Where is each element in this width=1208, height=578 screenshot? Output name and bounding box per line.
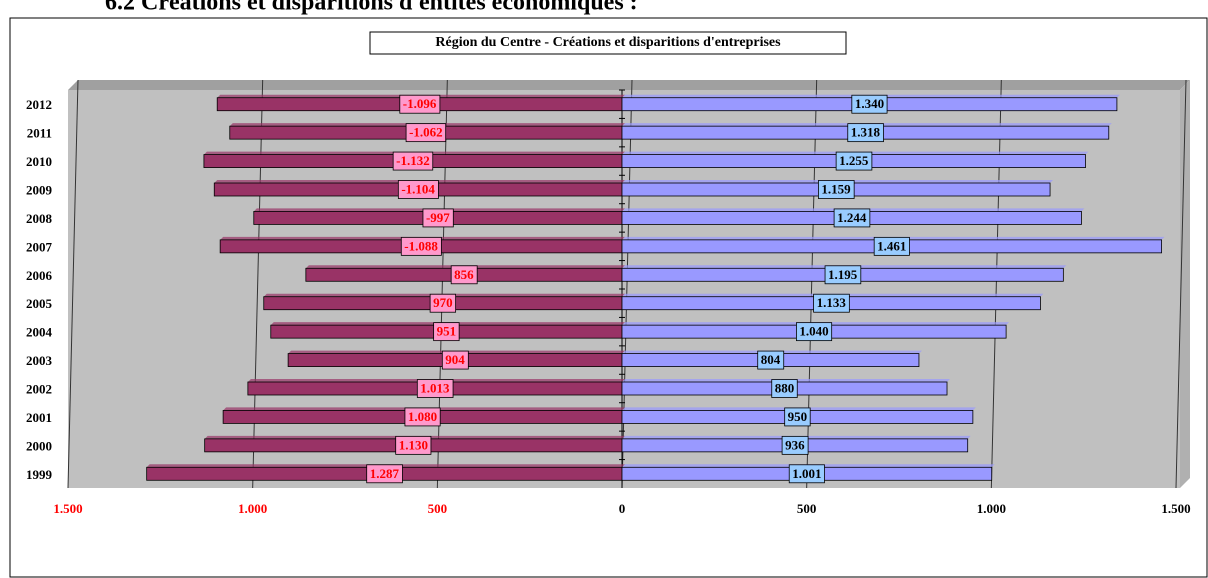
y-tick-label: 2010 [26,154,52,169]
data-label-box [788,464,825,484]
data-label: 1.287 [370,466,400,481]
chart-title: Région du Centre - Créations et disparit… [435,35,781,50]
y-tick-label: 2011 [27,126,52,141]
data-label-box [818,180,855,199]
data-label: 904 [445,352,465,367]
x-tick-label: 0 [619,501,626,516]
data-label-box [450,265,478,285]
data-label-box [784,407,811,427]
data-label: 970 [433,295,453,310]
data-label-box [395,435,432,455]
x-tick-label: 1.000 [238,501,267,516]
y-tick-label: 2006 [26,268,53,283]
y-tick-label: 2000 [26,438,52,453]
data-label: 1.318 [851,125,881,140]
data-label: 1.001 [792,466,821,481]
x-tick-label: 1.000 [977,501,1006,516]
plot-side [1180,80,1190,488]
data-label-box [392,151,434,171]
data-label-box [796,322,833,342]
data-label: 856 [454,267,474,282]
x-tick-label: 500 [428,501,448,516]
data-label: 950 [788,409,808,424]
data-label: -997 [426,210,450,225]
data-label-box [416,379,454,398]
data-label-box [366,464,403,484]
data-label-box [429,293,457,313]
data-label: 1.159 [821,181,851,196]
data-label: -1.062 [409,125,443,140]
y-tick-label: 2002 [26,381,52,396]
data-label-box [835,151,873,171]
y-tick-label: 1999 [26,467,53,482]
data-label-box [873,236,910,256]
plot-top [68,80,1190,90]
data-label: 951 [437,324,457,339]
x-tick-label: 1.500 [1161,501,1190,516]
y-tick-label: 2012 [26,97,52,112]
y-tick-label: 2001 [26,410,52,425]
x-tick-label: 1.500 [53,501,82,516]
y-tick-label: 2004 [26,325,53,340]
data-label: 1.461 [877,238,906,253]
x-tick-label: 500 [797,501,817,516]
data-label-box [757,350,785,370]
y-tick-label: 2008 [26,211,53,226]
data-label: 1.133 [817,295,847,310]
y-tick-label: 2003 [26,353,53,368]
grid-line [1175,79,1187,489]
data-label-box [771,379,798,398]
data-label-box [397,180,439,199]
data-label-box [433,322,460,342]
grid-line [990,79,1002,489]
y-tick-label: 2007 [26,239,53,254]
data-label-box [813,293,850,313]
data-label: 1.130 [399,437,428,452]
data-label: 1.244 [837,210,867,225]
data-label: 1.340 [855,96,884,111]
page-heading: 6.2 Créations et disparitions d'entités … [105,0,638,16]
data-label: -1.088 [404,238,438,253]
data-label: -1.132 [396,153,430,168]
data-label-box [399,94,441,114]
data-label: 1.040 [799,324,828,339]
data-label-box [400,236,442,256]
data-label-box [422,208,454,228]
data-label: 1.013 [420,380,450,395]
grid-line [67,79,79,489]
data-label-box [833,208,871,228]
data-label: 804 [761,352,781,367]
data-label: 936 [785,437,805,452]
data-label-box [405,123,447,143]
data-label: 1.255 [839,153,869,168]
data-label-box [847,123,884,143]
data-label-box [404,407,441,427]
data-label-box [824,265,862,285]
y-tick-label: 2009 [26,182,53,197]
data-label-box [851,94,888,114]
data-label: 1.195 [828,267,858,282]
data-label: -1.096 [403,96,437,111]
title-box [369,31,847,55]
data-label: 1.080 [408,409,437,424]
y-tick-label: 2005 [26,296,53,311]
data-label-box [441,350,469,370]
data-label: -1.104 [401,181,435,196]
data-label: 880 [775,380,795,395]
data-label-box [781,435,809,455]
